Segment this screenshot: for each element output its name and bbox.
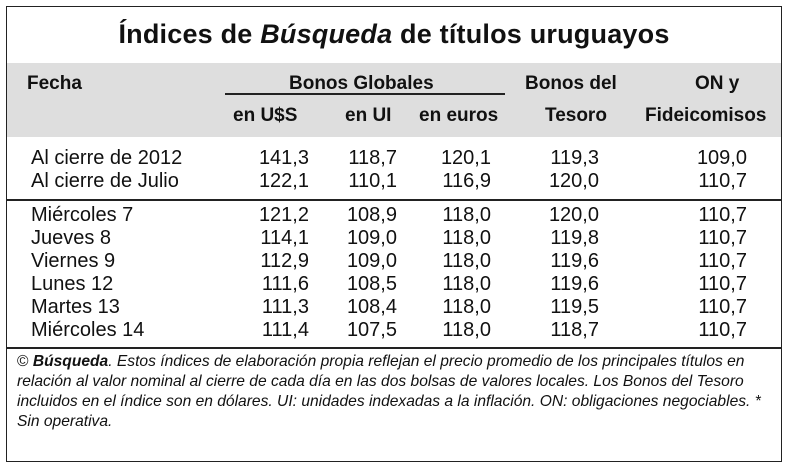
cell-tesoro: 120,0 — [548, 170, 599, 192]
index-table: Índices de Búsqueda de títulos uruguayos… — [6, 6, 782, 462]
cell-tesoro: 120,0 — [548, 204, 599, 226]
footnote: © Búsqueda. Estos índices de elaboración… — [17, 352, 769, 432]
cell-ui: 109,0 — [346, 250, 397, 272]
cell-usd: 111,4 — [261, 319, 309, 341]
cell-ui: 107,5 — [346, 319, 397, 341]
row-label: Lunes 12 — [31, 273, 114, 295]
table-row: Martes 13 111,3 108,4 118,0 119,5 110,7 — [7, 296, 781, 318]
cell-ui: 110,1 — [348, 170, 397, 192]
cell-euros: 118,0 — [442, 227, 491, 249]
footer-divider — [7, 347, 781, 349]
row-label: Viernes 9 — [31, 250, 116, 272]
cell-usd: 112,9 — [260, 250, 309, 272]
row-label: Al cierre de 2012 — [31, 147, 183, 169]
cell-tesoro: 119,3 — [550, 147, 599, 169]
cell-tesoro: 119,8 — [550, 227, 599, 249]
cell-on: 110,7 — [698, 204, 747, 226]
table-title: Índices de Búsqueda de títulos uruguayos — [7, 7, 781, 61]
cell-ui: 118,7 — [348, 147, 397, 169]
cell-on: 110,7 — [698, 227, 747, 249]
footnote-text: . Estos índices de elaboración propia re… — [17, 353, 761, 430]
cell-euros: 118,0 — [442, 204, 491, 226]
header-en-euros: en euros — [419, 105, 499, 126]
cell-tesoro: 119,6 — [550, 273, 599, 295]
table-header: Fecha Bonos Globales en U$S en UI en eur… — [7, 63, 781, 137]
header-on-line1: ON y — [695, 73, 740, 94]
header-fecha: Fecha — [27, 73, 82, 94]
header-en-ui: en UI — [345, 105, 392, 126]
cell-tesoro: 118,7 — [550, 319, 599, 341]
cell-euros: 118,0 — [442, 250, 491, 272]
title-emphasis: Búsqueda — [260, 18, 393, 49]
table-row: Miércoles 14 111,4 107,5 118,0 118,7 110… — [7, 319, 781, 341]
cell-on: 110,7 — [698, 273, 747, 295]
row-label: Al cierre de Julio — [31, 170, 179, 192]
copyright-symbol: © — [17, 353, 29, 370]
section-divider — [7, 199, 781, 201]
table-row: Miércoles 7 121,2 108,9 118,0 120,0 110,… — [7, 204, 781, 226]
row-label: Miércoles 7 — [31, 204, 134, 226]
cell-euros: 116,9 — [442, 170, 491, 192]
cell-euros: 118,0 — [442, 273, 491, 295]
cell-ui: 108,5 — [346, 273, 397, 295]
cell-on: 110,7 — [698, 250, 747, 272]
row-label: Martes 13 — [31, 296, 120, 318]
cell-on: 110,7 — [698, 170, 747, 192]
header-tesoro-line2: Tesoro — [545, 105, 607, 126]
row-label: Jueves 8 — [31, 227, 112, 249]
title-prefix: Índices de — [118, 18, 253, 49]
cell-on: 109,0 — [696, 147, 747, 169]
table-row: Al cierre de 2012 141,3 118,7 120,1 119,… — [7, 147, 781, 169]
table-row: Al cierre de Julio 122,1 110,1 116,9 120… — [7, 170, 781, 192]
cell-euros: 118,0 — [442, 296, 491, 318]
cell-euros: 118,0 — [442, 319, 491, 341]
footnote-source: Búsqueda — [32, 353, 109, 370]
cell-usd: 111,6 — [261, 273, 309, 295]
header-group-rule — [225, 93, 505, 95]
table-row: Jueves 8 114,1 109,0 118,0 119,8 110,7 — [7, 227, 781, 249]
cell-tesoro: 119,6 — [550, 250, 599, 272]
table-row: Lunes 12 111,6 108,5 118,0 119,6 110,7 — [7, 273, 781, 295]
cell-ui: 109,0 — [346, 227, 397, 249]
header-tesoro-line1: Bonos del — [525, 73, 617, 94]
cell-on: 110,7 — [698, 319, 747, 341]
cell-ui: 108,4 — [346, 296, 397, 318]
cell-euros: 120,1 — [440, 147, 491, 169]
header-en-usd: en U$S — [233, 105, 298, 126]
cell-on: 110,7 — [698, 296, 747, 318]
cell-usd: 114,1 — [260, 227, 309, 249]
cell-usd: 141,3 — [258, 147, 309, 169]
cell-usd: 111,3 — [261, 296, 309, 318]
header-on-line2: Fideicomisos — [645, 105, 767, 126]
title-suffix: de títulos uruguayos — [400, 18, 670, 49]
cell-ui: 108,9 — [346, 204, 397, 226]
cell-usd: 122,1 — [258, 170, 309, 192]
header-bonos-globales: Bonos Globales — [289, 73, 434, 94]
cell-usd: 121,2 — [258, 204, 309, 226]
table-row: Viernes 9 112,9 109,0 118,0 119,6 110,7 — [7, 250, 781, 272]
cell-tesoro: 119,5 — [550, 296, 599, 318]
row-label: Miércoles 14 — [31, 319, 145, 341]
